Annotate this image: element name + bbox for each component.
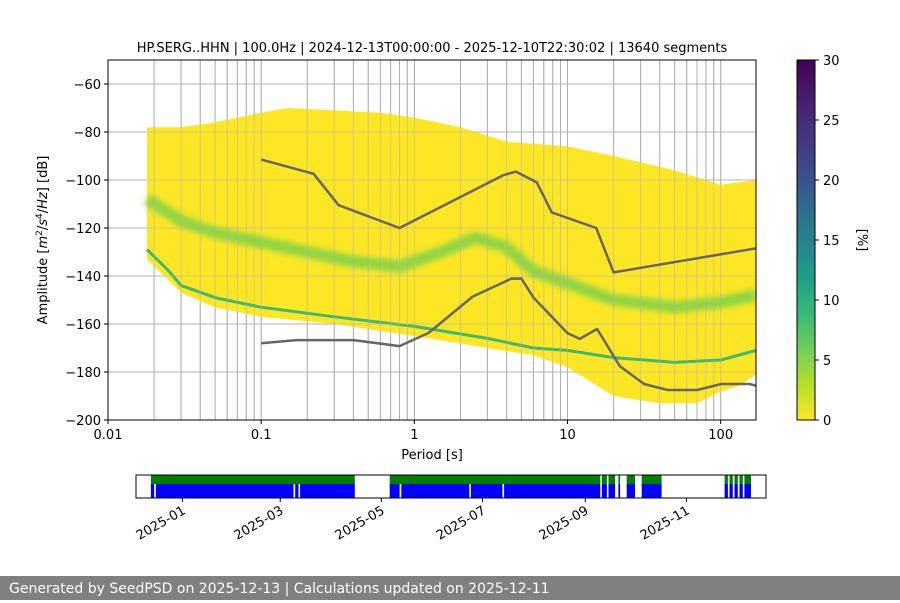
timeline-data-bar	[618, 475, 621, 484]
timeline-data-bar	[389, 475, 601, 484]
timeline-segments-bar	[641, 484, 662, 498]
y-axis-label: Amplitude [m2/s4/Hz] [dB]	[35, 156, 51, 325]
timeline-segments-bar	[739, 484, 743, 498]
timeline-bars	[150, 475, 751, 498]
timeline-data-bar	[150, 475, 355, 484]
y-tick-label: −200	[65, 414, 101, 429]
timeline-data-bar	[601, 475, 607, 484]
timeline-segments-bar	[155, 484, 294, 498]
y-tick-label: −80	[74, 126, 101, 141]
timeline-segments-bar	[389, 484, 400, 498]
timeline-data-bar	[608, 475, 616, 484]
timeline-tick-label: 2025-05	[333, 503, 388, 543]
timeline-segments-bar	[626, 484, 635, 498]
colorbar-tick-label: 0	[823, 414, 831, 429]
timeline-segments-bar	[470, 484, 503, 498]
footer: Generated by SeedPSD on 2025-12-13 | Cal…	[0, 576, 900, 600]
low-noise-model-line	[261, 277, 756, 392]
timeline-segments-bar	[734, 484, 738, 498]
colorbar-tick-label: 20	[823, 174, 840, 189]
timeline-segments-bar	[724, 484, 728, 498]
colorbar-tick-label: 5	[823, 354, 831, 369]
y-tick-label: −140	[65, 270, 101, 285]
timeline-data-bar	[724, 475, 728, 484]
psd-density	[143, 108, 756, 404]
timeline-data-bar	[734, 475, 738, 484]
colorbar-gradient	[796, 59, 816, 421]
timeline-tick-label: 2025-11	[638, 503, 693, 543]
x-axis-label: Period [s]	[401, 448, 463, 463]
timeline-data-bar	[739, 475, 743, 484]
colorbar: 0 5 10 15 20 25 30 [%]	[796, 54, 869, 429]
timeline-segments-bar	[150, 484, 155, 498]
timeline-frame	[135, 474, 767, 499]
y-tick-label: −120	[65, 222, 101, 237]
timeline-data-bar	[626, 475, 635, 484]
timeline-segments-bar	[295, 484, 299, 498]
timeline-data-bar	[744, 475, 751, 484]
timeline-segments-bar	[729, 484, 733, 498]
x-tick-label: 0.01	[94, 428, 123, 443]
availability-timeline: 2025-01 2025-03 2025-05 2025-07 2025-09 2025-…	[134, 474, 767, 544]
grid-lines-overlay	[108, 60, 756, 420]
timeline-tick-label: 2025-07	[434, 503, 489, 543]
timeline-segments-bar	[401, 484, 470, 498]
plot-area: 0.01 0.1 1 10 100 −60 −80 −100 −120 −140 −160 −180…	[65, 59, 757, 443]
timeline-data-bar	[729, 475, 733, 484]
high-noise-model-line	[260, 158, 756, 274]
x-axis-ticks: 0.01 0.1 1 10 100	[94, 420, 733, 443]
y-axis-ticks: −60 −80 −100 −120 −140 −160 −180 −200	[65, 78, 108, 429]
y-tick-label: −180	[65, 366, 101, 381]
timeline-segments-bar	[608, 484, 616, 498]
colorbar-tick-label: 25	[823, 114, 840, 129]
footer-text: Generated by SeedPSD on 2025-12-13 | Cal…	[9, 581, 550, 597]
x-tick-label: 100	[708, 428, 733, 443]
timeline-segments-bar	[601, 484, 607, 498]
colorbar-ticks: 0 5 10 15 20 25 30	[815, 54, 840, 429]
timeline-tick-label: 2025-01	[134, 503, 189, 543]
colorbar-label: [%]	[854, 229, 869, 252]
timeline-tick-label: 2025-09	[537, 503, 592, 543]
colorbar-tick-label: 15	[823, 234, 840, 249]
colorbar-tick-label: 10	[823, 294, 840, 309]
timeline-segments-bar	[504, 484, 601, 498]
y-tick-label: −160	[65, 318, 101, 333]
timeline-tick-label: 2025-03	[232, 503, 287, 543]
x-tick-label: 0.1	[251, 428, 272, 443]
y-tick-label: −100	[65, 174, 101, 189]
colorbar-tick-label: 30	[823, 54, 840, 69]
plot-frame	[107, 59, 757, 421]
timeline-ticks: 2025-01 2025-03 2025-05 2025-07 2025-09 2025-…	[134, 498, 693, 544]
chart-title: HP.SERG..HHN | 100.0Hz | 2024-12-13T00:0…	[137, 41, 728, 56]
timeline-segments-bar	[618, 484, 621, 498]
x-tick-label: 1	[410, 428, 418, 443]
density-ridge-floor	[146, 248, 756, 364]
ppsd-figure: HP.SERG..HHN | 100.0Hz | 2024-12-13T00:0…	[35, 41, 869, 544]
density-ridge-mode	[143, 194, 756, 314]
timeline-data-bar	[641, 475, 662, 484]
y-tick-label: −60	[74, 78, 101, 93]
timeline-segments-bar	[300, 484, 355, 498]
psd-envelope	[147, 108, 756, 404]
timeline-segments-bar	[744, 484, 751, 498]
x-tick-label: 10	[559, 428, 576, 443]
